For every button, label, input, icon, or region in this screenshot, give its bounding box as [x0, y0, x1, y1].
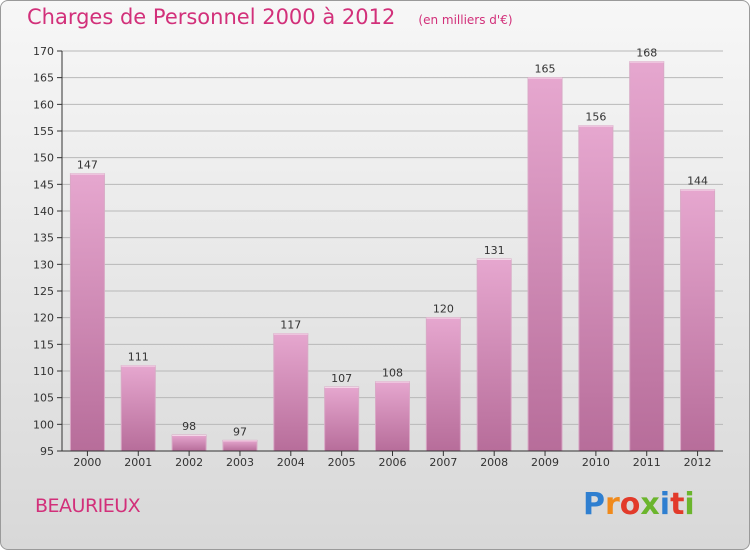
bar-value-label: 131: [484, 244, 505, 257]
bar-value-label: 97: [233, 425, 247, 438]
logo-letter: i: [659, 487, 671, 522]
logo-letter: o: [619, 487, 641, 522]
x-tick-label: 2002: [175, 456, 203, 469]
y-tick-label: 165: [33, 72, 54, 85]
bar-value-label: 168: [636, 47, 657, 60]
y-tick-label: 145: [33, 178, 54, 191]
x-tick-label: 2003: [226, 456, 254, 469]
bar-value-label: 147: [77, 159, 98, 172]
bar: [171, 434, 207, 452]
logo-letter: P: [583, 487, 605, 522]
bar: [222, 439, 258, 452]
y-tick-label: 95: [40, 445, 54, 458]
title-block: Charges de Personnel 2000 à 2012 (en mil…: [27, 5, 513, 29]
x-tick-label: 2007: [429, 456, 457, 469]
labels: 95 100 105 110 115 120 125 130 135 140 145 150 155 16…: [33, 45, 712, 469]
bar: [425, 317, 461, 452]
bar: [324, 386, 360, 452]
bar: [375, 381, 410, 452]
y-tick-label: 150: [33, 152, 54, 165]
x-tick-label: 2006: [379, 456, 407, 469]
bar: [527, 77, 563, 452]
y-tick-label: 125: [33, 285, 54, 298]
y-tick-label: 140: [33, 205, 54, 218]
bar: [69, 173, 105, 452]
proxiti-logo: Proxiti: [583, 487, 695, 522]
x-tick-label: 2000: [73, 456, 101, 469]
bar-value-label: 111: [128, 351, 149, 364]
axes: [57, 50, 723, 456]
bar-value-label: 98: [182, 420, 196, 433]
x-tick-label: 2005: [328, 456, 356, 469]
y-tick-label: 155: [33, 125, 54, 138]
x-tick-label: 2001: [124, 456, 152, 469]
bar: [273, 333, 309, 452]
y-tick-label: 105: [33, 392, 54, 405]
bar: [476, 258, 512, 452]
x-tick-label: 2004: [277, 456, 305, 469]
y-tick-label: 130: [33, 258, 54, 271]
bar: [120, 365, 156, 452]
logo-letter: r: [605, 487, 620, 522]
x-tick-label: 2008: [480, 456, 508, 469]
y-tick-label: 100: [33, 418, 54, 431]
x-tick-label: 2011: [633, 456, 661, 469]
chart-subtitle: (en milliers d'€): [418, 13, 513, 27]
logo-letter: t: [670, 487, 685, 522]
logo-letter: i: [684, 487, 695, 522]
x-tick-label: 2010: [582, 456, 610, 469]
bar-value-label: 117: [280, 319, 301, 332]
y-tick-label: 160: [33, 98, 54, 111]
logo-letter: x: [640, 487, 660, 522]
y-tick-label: 115: [33, 338, 54, 351]
bar-value-label: 108: [382, 367, 403, 380]
bar-value-label: 107: [331, 372, 352, 385]
y-tick-label: 110: [33, 365, 54, 378]
y-tick-label: 135: [33, 232, 54, 245]
bars: [69, 61, 716, 452]
bar: [680, 189, 716, 452]
bar: [629, 61, 665, 452]
bar-value-label: 144: [687, 175, 708, 188]
bar-value-label: 165: [535, 63, 556, 76]
bar: [578, 125, 614, 452]
y-tick-label: 170: [33, 45, 54, 58]
y-tick-label: 120: [33, 312, 54, 325]
bar-value-label: 120: [433, 303, 454, 316]
chart-title: Charges de Personnel 2000 à 2012: [27, 5, 396, 29]
bar-value-label: 156: [585, 111, 606, 124]
x-tick-label: 2012: [684, 456, 712, 469]
x-tick-label: 2009: [531, 456, 559, 469]
commune-name: BEAURIEUX: [35, 495, 141, 517]
